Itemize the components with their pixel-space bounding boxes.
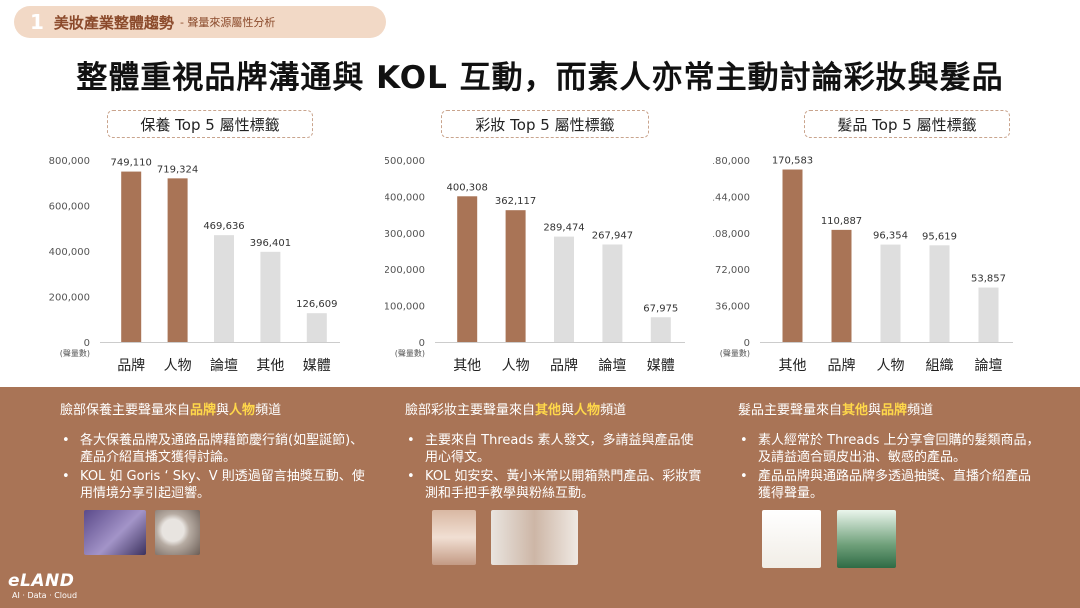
insight-makeup: 臉部彩妝主要聲量來自其他與人物頻道 主要來自 Threads 素人發文，多請益與…	[405, 399, 705, 504]
section-title: 美妝產業整體趨勢	[53, 13, 174, 32]
y-tick-label: 100,000	[385, 302, 425, 313]
logo-tagline: AI · Data · Cloud	[12, 591, 78, 600]
x-tick-label: 論壇	[975, 357, 1003, 374]
y-tick-label: 400,000	[385, 192, 425, 203]
data-label: 267,947	[592, 230, 633, 241]
bar	[782, 169, 803, 342]
x-tick-label: 人物	[877, 358, 905, 374]
chart-title-skincare: 保養 Top 5 屬性標籤	[107, 110, 313, 138]
y-tick-label: 180,000	[713, 156, 750, 167]
data-label: 126,609	[296, 299, 337, 310]
bar	[650, 317, 671, 342]
section-subtitle: - 聲量來源屬性分析	[179, 16, 276, 29]
insight-bullet: 主要來自 Threads 素人發文，多請益與產品使用心得文。	[407, 432, 705, 466]
bar	[260, 251, 281, 342]
skincare-product-photo	[84, 510, 146, 555]
skincare-hand-photo	[155, 510, 200, 555]
bar-chart-makeup: 0 100,000 200,000 300,000 400,000 500,000 (聲量數…	[385, 156, 685, 374]
bar	[306, 313, 327, 342]
data-label: 95,619	[922, 231, 957, 242]
data-label: 749,110	[111, 158, 152, 169]
y-tick-label: 300,000	[385, 229, 425, 240]
bar	[880, 244, 901, 342]
x-tick-label: 人物	[502, 358, 530, 374]
x-tick-label: 品牌	[117, 357, 145, 374]
bar	[978, 287, 999, 342]
insight-lead: 髮品主要聲量來自其他與品牌頻道	[738, 403, 934, 418]
y-tick-label: 200,000	[49, 293, 90, 304]
y-tick-label: 600,000	[49, 202, 90, 213]
bar-chart-haircare: 0 36,000 72,000 108,000 144,000 180,000 (聲量數) 1…	[713, 156, 1013, 374]
data-label: 396,401	[250, 238, 291, 249]
makeup-kol-photo-2	[491, 510, 578, 565]
data-label: 289,474	[543, 223, 584, 234]
data-label: 469,636	[203, 221, 244, 232]
data-label: 67,975	[643, 303, 678, 314]
insight-bullet: 產品品牌與通路品牌多透過抽獎、直播介紹產品獲得聲量。	[740, 468, 1043, 502]
data-label: 362,117	[495, 196, 536, 207]
y-tick-label: 144,000	[713, 192, 750, 203]
y-tick-label: 36,000	[715, 302, 750, 313]
section-number: 1	[30, 10, 44, 34]
y-tick-label: 0	[84, 338, 90, 349]
insight-bullet: 素人經常於 Threads 上分享會回購的髮類商品，及請益適合頭皮出油、敏感的產…	[740, 432, 1043, 466]
x-tick-label: 其他	[779, 358, 807, 374]
y-tick-label: 500,000	[385, 156, 425, 167]
bar	[121, 171, 142, 342]
x-tick-label: 其他	[453, 358, 481, 374]
x-tick-label: 論壇	[210, 357, 238, 374]
chart-title-makeup: 彩妝 Top 5 屬性標籤	[441, 110, 649, 138]
insight-bullet: KOL 如安安、黃小米常以開箱熱門產品、彩妝實測和手把手教學與粉絲互動。	[407, 468, 705, 502]
bar	[602, 244, 623, 342]
page-title: 整體重視品牌溝通與 KOL 互動，而素人亦常主動討論彩妝與髮品	[76, 60, 1004, 96]
x-tick-label: 品牌	[828, 357, 856, 374]
bar	[505, 210, 526, 342]
y-tick-label: 800,000	[49, 156, 90, 167]
bar-chart-skincare: 0 200,000 400,000 600,000 800,000 (聲量數) 749,11…	[49, 156, 340, 374]
x-tick-label: 組織	[926, 358, 954, 374]
y-tick-label: 0	[419, 338, 425, 349]
bar	[167, 178, 188, 342]
y-tick-label: 108,000	[713, 229, 750, 240]
insight-bullet: 各大保養品牌及通路品牌藉節慶行銷(如聖誕節)、產品介紹直播文獲得討論。	[62, 432, 370, 466]
data-label: 170,583	[772, 156, 813, 167]
insight-lead: 臉部彩妝主要聲量來自其他與人物頻道	[405, 403, 627, 418]
chart-title-haircare: 髮品 Top 5 屬性標籤	[804, 110, 1010, 138]
x-tick-label: 其他	[256, 358, 284, 374]
x-tick-label: 媒體	[303, 358, 331, 374]
y-axis-label: (聲量數)	[720, 348, 750, 358]
haircare-product-photo-2	[837, 510, 896, 568]
bar	[214, 235, 234, 342]
section-header: 1 美妝產業整體趨勢 - 聲量來源屬性分析	[14, 6, 386, 38]
y-tick-label: 200,000	[385, 265, 425, 276]
insight-panel: 臉部保養主要聲量來自品牌與人物頻道 各大保養品牌及通路品牌藉節慶行銷(如聖誕節)…	[0, 387, 1080, 608]
makeup-kol-photo-1	[432, 510, 476, 565]
y-tick-label: 0	[744, 338, 750, 349]
bar	[929, 245, 950, 342]
eland-logo: eLAND AI · Data · Cloud	[8, 571, 77, 600]
y-axis-label: (聲量數)	[60, 348, 90, 358]
x-tick-label: 論壇	[598, 357, 626, 374]
insight-lead: 臉部保養主要聲量來自品牌與人物頻道	[60, 403, 282, 418]
y-axis-label: (聲量數)	[395, 348, 425, 358]
x-tick-label: 媒體	[647, 358, 675, 374]
bar	[831, 229, 852, 342]
insight-haircare: 髮品主要聲量來自其他與品牌頻道 素人經常於 Threads 上分享會回購的髮類商…	[738, 399, 1043, 504]
y-tick-label: 72,000	[715, 265, 750, 276]
bar	[457, 196, 478, 342]
y-tick-label: 400,000	[49, 247, 90, 258]
x-tick-label: 人物	[164, 358, 192, 374]
bar	[554, 236, 574, 342]
data-label: 110,887	[821, 216, 862, 227]
haircare-product-photo-1	[762, 510, 821, 568]
data-label: 719,324	[157, 164, 198, 175]
x-tick-label: 品牌	[550, 357, 578, 374]
logo-name: eLAND	[8, 571, 75, 591]
insight-skincare: 臉部保養主要聲量來自品牌與人物頻道 各大保養品牌及通路品牌藉節慶行銷(如聖誕節)…	[60, 399, 370, 504]
data-label: 96,354	[873, 231, 908, 242]
data-label: 53,857	[971, 274, 1006, 285]
insight-bullet: KOL 如 Goris ‘ Sky、V 則透過留言抽獎互動、使用情境分享引起迴響…	[62, 468, 370, 502]
data-label: 400,308	[447, 182, 488, 193]
